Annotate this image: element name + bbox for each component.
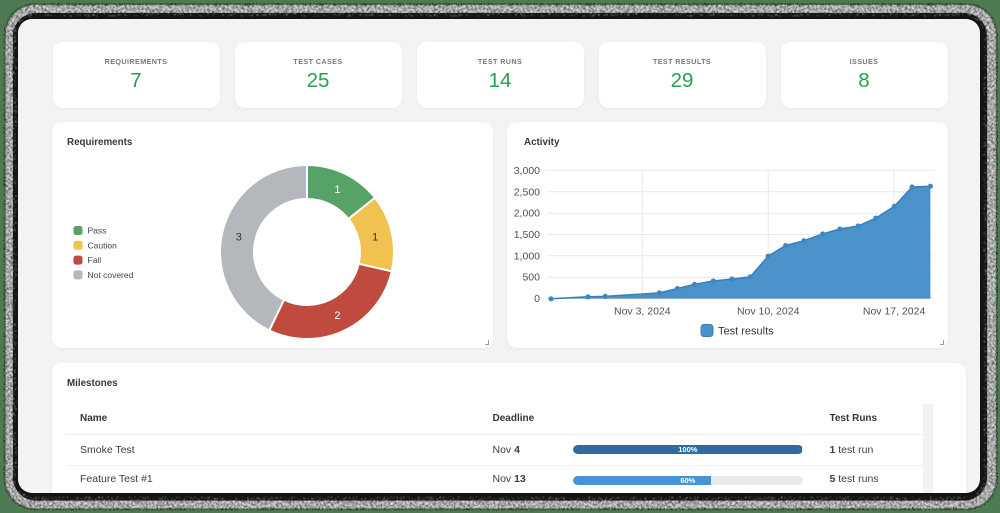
svg-text:Nov 10, 2024: Nov 10, 2024 [737,306,800,318]
svg-text:Fail: Fail [88,255,102,265]
svg-text:1: 1 [334,184,340,196]
svg-text:3: 3 [236,231,242,243]
svg-text:Caution: Caution [88,240,118,250]
svg-text:3,000: 3,000 [514,165,540,177]
svg-text:2,500: 2,500 [514,186,540,198]
svg-text:1: 1 [372,231,378,243]
svg-text:500: 500 [522,272,540,284]
svg-text:1,500: 1,500 [514,229,540,241]
svg-text:0: 0 [534,293,540,305]
svg-text:Nov 3, 2024: Nov 3, 2024 [614,306,671,318]
svg-text:Test results: Test results [718,326,774,338]
svg-text:2,000: 2,000 [514,208,540,220]
svg-text:1,000: 1,000 [514,250,540,262]
svg-text:Not covered: Not covered [88,270,134,280]
svg-text:2: 2 [334,310,340,322]
svg-text:Nov 17, 2024: Nov 17, 2024 [863,306,926,318]
svg-text:Pass: Pass [88,226,107,236]
